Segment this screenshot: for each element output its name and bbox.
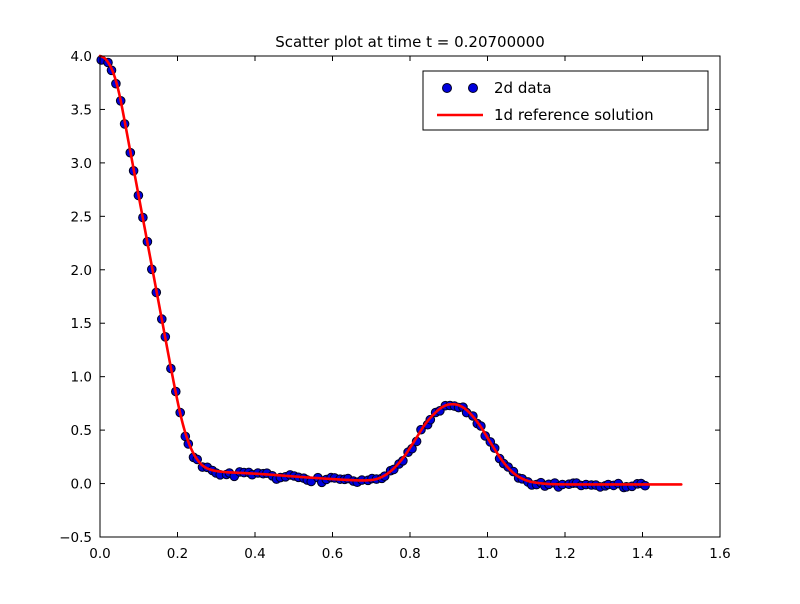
y-tick-label: 1.0 bbox=[71, 370, 92, 386]
y-tick-label: 0.5 bbox=[71, 423, 92, 439]
x-tick-label: 1.0 bbox=[477, 546, 498, 562]
legend-label: 2d data bbox=[494, 79, 552, 97]
legend-marker-dot bbox=[468, 83, 478, 93]
legend-box bbox=[422, 70, 709, 131]
x-tick-label: 1.6 bbox=[709, 546, 730, 562]
x-tick-label: 0.4 bbox=[244, 546, 265, 562]
y-tick-label: 1.5 bbox=[71, 316, 92, 332]
legend-marker-dot bbox=[442, 83, 452, 93]
y-tick-label: 3.5 bbox=[71, 102, 92, 118]
y-tick-label: 0.0 bbox=[71, 477, 92, 493]
y-tick-label: 4.0 bbox=[71, 49, 92, 65]
legend-label: 1d reference solution bbox=[494, 106, 654, 124]
x-tick-label: 0.2 bbox=[167, 546, 188, 562]
x-tick-label: 0.8 bbox=[399, 546, 420, 562]
legend: 2d data 1d reference solution bbox=[422, 70, 709, 131]
x-tick-label: 0.0 bbox=[89, 546, 110, 562]
y-tick-label: 2.0 bbox=[71, 263, 92, 279]
reference-line bbox=[98, 54, 683, 486]
x-tick-label: 1.2 bbox=[554, 546, 575, 562]
y-tick-label: −0.5 bbox=[59, 530, 92, 546]
chart-title: Scatter plot at time t = 0.20700000 bbox=[275, 33, 545, 51]
x-tick-label: 0.6 bbox=[322, 546, 343, 562]
y-tick-label: 3.0 bbox=[71, 156, 92, 172]
y-tick-label: 2.5 bbox=[71, 209, 92, 225]
x-tick-label: 1.4 bbox=[632, 546, 653, 562]
